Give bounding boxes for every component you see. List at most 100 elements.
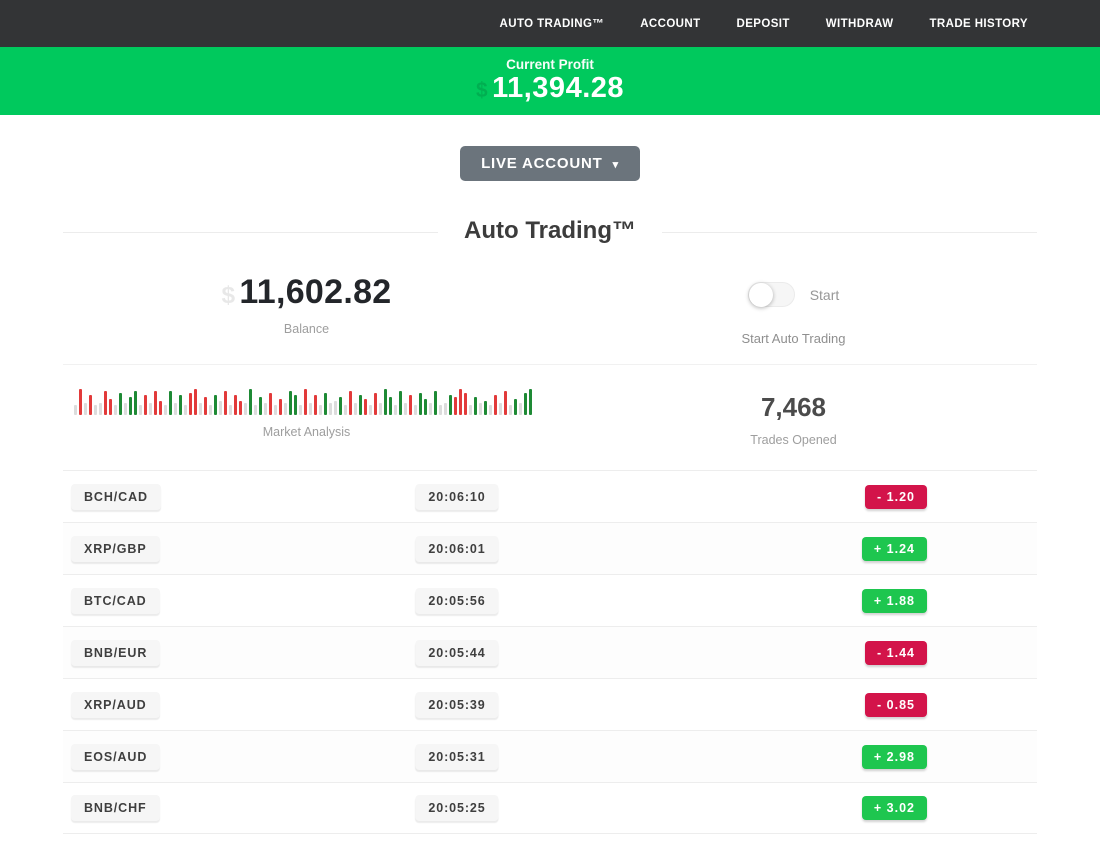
chart-bar [303,389,307,415]
chart-bar [133,391,137,415]
chart-bar [78,389,82,415]
chart-bar [378,403,382,415]
chart-bar [293,395,297,415]
trade-pair-pill: BNB/EUR [71,639,161,666]
chart-bar [243,403,247,415]
chart-bar [188,393,192,415]
trade-time-pill: 20:05:56 [415,587,499,614]
section-heading: Auto Trading™ [63,217,1037,247]
chart-bar [173,403,177,415]
chart-bar [443,403,447,415]
nav-item-trade-history[interactable]: TRADE HISTORY [929,17,1028,30]
auto-trading-control: Start Start Auto Trading [550,273,1037,346]
trade-time-pill: 20:05:44 [415,639,499,666]
live-account-label: LIVE ACCOUNT [481,155,603,172]
chart-bar [478,403,482,415]
chart-bar [153,391,157,415]
trades-opened-value: 7,468 [760,392,827,422]
chart-bar [503,391,507,415]
chart-bar [103,391,107,415]
chart-bar [408,395,412,415]
chart-bar [218,401,222,415]
chart-bar [288,391,292,415]
balance-value: $11,602.82 [63,273,550,312]
chart-bar [283,403,287,415]
chart-bar [278,399,282,415]
trades-opened-label: Trades Opened [750,433,837,447]
trade-pair-pill: BNB/CHF [71,795,160,821]
nav-item-account[interactable]: ACCOUNT [640,17,701,30]
start-auto-trading-toggle[interactable] [747,282,795,307]
chart-bar [163,405,167,415]
page-title: Auto Trading™ [438,217,662,244]
chart-bar [138,405,142,415]
trade-row: XRP/AUD 20:05:39 - 0.85 [63,678,1037,730]
chart-bar [363,399,367,415]
trade-pair-pill: BTC/CAD [71,587,160,614]
trade-row: BCH/CAD 20:06:10 - 1.20 [63,470,1037,522]
trade-row: EOS/AUD 20:05:31 + 2.98 [63,730,1037,782]
chart-bar [398,391,402,415]
chart-bar [468,405,472,415]
live-account-dropdown[interactable]: LIVE ACCOUNT ▾ [460,146,640,181]
chart-bar [318,405,322,415]
trade-pair-pill: BCH/CAD [71,483,161,510]
chart-bar [373,393,377,415]
chart-bar [193,389,197,415]
chart-bar [108,399,112,415]
chart-bar [403,403,407,415]
chart-bar [423,399,427,415]
chart-bar [388,397,392,415]
chart-bar [413,405,417,415]
trade-time-pill: 20:05:31 [415,743,499,770]
chart-bar [348,391,352,415]
chart-bar [113,405,117,415]
chart-bar [513,399,517,415]
stats-divider [63,364,1037,365]
toggle-label: Start [809,286,840,303]
nav-item-deposit[interactable]: DEPOSIT [736,17,790,30]
chart-bar [458,389,462,415]
chart-bar [73,405,77,415]
trade-pair-pill: XRP/AUD [71,691,160,718]
chart-bar [358,395,362,415]
balance-amount: 11,602.82 [239,273,392,311]
trade-result-badge: - 1.44 [865,640,927,665]
chart-bar [203,397,207,415]
trade-time-pill: 20:05:39 [415,691,499,718]
nav-item-withdraw[interactable]: WITHDRAW [825,17,894,30]
balance-stat: $11,602.82 Balance [63,273,550,346]
trade-row: BNB/CHF 20:05:25 + 3.02 [63,782,1037,834]
chart-bar [123,403,127,415]
chart-bar [523,393,527,415]
start-auto-trading-caption: Start Auto Trading [741,331,846,346]
chart-bar [488,405,492,415]
chart-bar [508,405,512,415]
trade-row: BNB/EUR 20:05:44 - 1.44 [63,626,1037,678]
chart-bar [463,393,467,415]
chart-bar [328,403,332,415]
chart-bar [368,405,372,415]
current-profit-amount: 11,394.28 [492,71,625,104]
chart-bar [323,393,327,415]
trade-pair-pill: XRP/GBP [71,535,160,562]
chart-bar [438,405,442,415]
market-analysis-label: Market Analysis [262,425,351,439]
chart-bar [473,397,477,415]
chart-bar [238,401,242,415]
balance-label: Balance [283,322,330,336]
chart-bar [253,405,257,415]
currency-ghost-icon: $ [221,282,236,309]
chart-bar [313,395,317,415]
market-analysis-chart [73,387,540,415]
chart-bar [453,397,457,415]
chart-bar [198,403,202,415]
nav-item-auto-trading[interactable]: AUTO TRADING™ [499,17,605,30]
chart-bar [158,401,162,415]
chart-bar [528,389,532,415]
trade-time-pill: 20:06:10 [415,483,499,510]
trade-result-badge: + 1.88 [861,588,927,613]
chart-bar [518,403,522,415]
toggle-knob[interactable] [748,283,773,307]
chart-bar [483,401,487,415]
